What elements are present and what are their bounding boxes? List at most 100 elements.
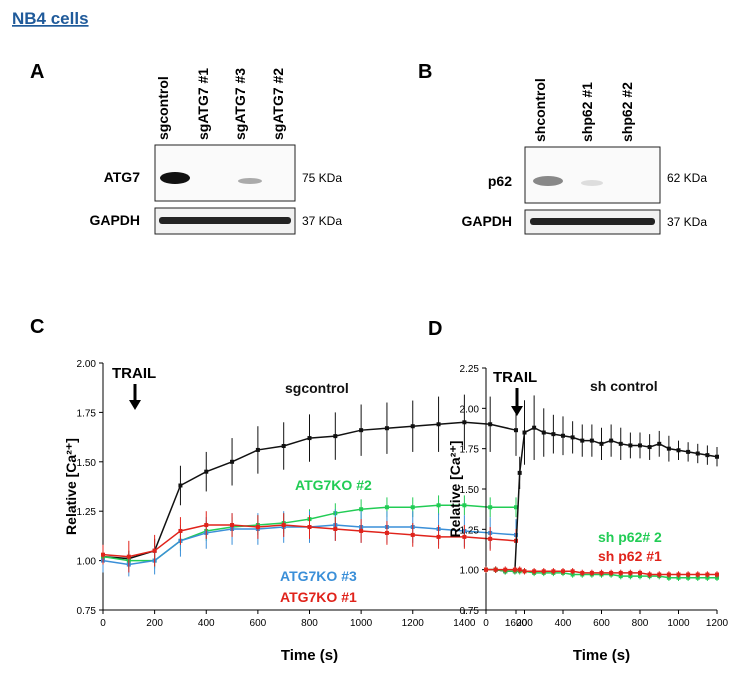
data-point bbox=[580, 570, 585, 575]
x-tick-label: 800 bbox=[301, 618, 318, 629]
data-point bbox=[333, 526, 338, 531]
data-point bbox=[359, 528, 364, 533]
data-point bbox=[532, 569, 537, 574]
x-tick-label: 200 bbox=[516, 618, 533, 629]
data-point bbox=[514, 505, 518, 510]
data-point bbox=[462, 534, 467, 539]
data-point bbox=[551, 569, 556, 574]
data-point bbox=[178, 528, 183, 533]
data-point bbox=[570, 435, 575, 440]
data-point bbox=[204, 469, 209, 474]
lane-label: sgATG7 #1 bbox=[195, 68, 211, 140]
x-tick-label: 800 bbox=[632, 618, 649, 629]
data-point bbox=[230, 459, 235, 464]
data-point bbox=[638, 443, 642, 448]
protein-label: GAPDH bbox=[461, 213, 512, 229]
lane-label: sgcontrol bbox=[155, 76, 171, 140]
data-point bbox=[618, 441, 623, 446]
data-point bbox=[517, 470, 522, 475]
y-tick-label: 1.50 bbox=[77, 458, 97, 469]
data-point bbox=[647, 445, 652, 450]
panel-label: B bbox=[418, 61, 432, 83]
data-point bbox=[517, 567, 522, 572]
panel-label: D bbox=[428, 318, 442, 340]
data-point bbox=[561, 433, 565, 438]
x-tick-label: 1400 bbox=[453, 618, 476, 629]
protein-label: GAPDH bbox=[89, 212, 140, 228]
data-point bbox=[410, 532, 415, 537]
protein-label: ATG7 bbox=[104, 169, 141, 185]
y-tick-label: 1.50 bbox=[460, 485, 480, 496]
data-point bbox=[570, 569, 575, 574]
data-point bbox=[255, 447, 260, 452]
data-point bbox=[715, 454, 719, 459]
data-point bbox=[126, 554, 131, 559]
blot-frame bbox=[524, 146, 661, 204]
series-label: sh p62 #1 bbox=[598, 548, 662, 564]
x-tick-label: 600 bbox=[593, 618, 610, 629]
size-label: 37 KDa bbox=[302, 214, 342, 228]
data-point bbox=[599, 570, 604, 575]
data-point bbox=[705, 572, 710, 577]
x-tick-label: 600 bbox=[250, 618, 267, 629]
data-point bbox=[589, 438, 594, 443]
data-point bbox=[715, 572, 719, 577]
y-tick-label: 2.00 bbox=[460, 404, 480, 415]
lane-label: shp62 #2 bbox=[619, 82, 635, 142]
data-point bbox=[580, 438, 585, 443]
data-point bbox=[281, 443, 286, 448]
arrow-head bbox=[511, 406, 523, 416]
x-tick-label: 200 bbox=[146, 618, 163, 629]
data-point bbox=[609, 570, 614, 575]
x-tick-label: 400 bbox=[555, 618, 572, 629]
panel-label: A bbox=[30, 61, 44, 83]
data-point bbox=[359, 507, 364, 512]
data-point bbox=[532, 425, 537, 430]
y-tick-label: 1.00 bbox=[77, 557, 97, 568]
x-tick-label: 0 bbox=[483, 618, 489, 629]
series-label: ATG7KO #3 bbox=[280, 568, 357, 584]
y-tick-label: 2.25 bbox=[460, 364, 480, 375]
lane-label: sgATG7 #2 bbox=[270, 68, 286, 140]
data-point bbox=[686, 449, 691, 454]
blot-band bbox=[159, 217, 291, 224]
data-point bbox=[657, 441, 662, 446]
data-point bbox=[384, 505, 389, 510]
data-point bbox=[551, 432, 556, 437]
data-point bbox=[204, 523, 209, 528]
x-axis-label: Time (s) bbox=[573, 647, 630, 664]
data-point bbox=[676, 572, 681, 577]
x-tick-label: 1000 bbox=[350, 618, 373, 629]
data-point bbox=[686, 572, 691, 577]
y-tick-label: 1.25 bbox=[77, 507, 97, 518]
x-axis-label: Time (s) bbox=[281, 647, 338, 664]
data-point bbox=[484, 567, 488, 572]
data-point bbox=[695, 572, 700, 577]
data-point bbox=[488, 422, 493, 427]
data-point bbox=[647, 572, 652, 577]
lane-label: shcontrol bbox=[532, 78, 548, 142]
data-point bbox=[609, 438, 614, 443]
data-point bbox=[657, 572, 662, 577]
data-point bbox=[281, 523, 286, 528]
data-point bbox=[384, 530, 389, 535]
data-point bbox=[503, 567, 508, 572]
size-label: 37 KDa bbox=[667, 215, 707, 229]
series-label: ATG7KO #2 bbox=[295, 477, 372, 493]
x-tick-label: 1200 bbox=[706, 618, 729, 629]
x-tick-label: 1600 bbox=[505, 618, 528, 629]
data-point bbox=[512, 567, 517, 572]
data-point bbox=[628, 443, 633, 448]
data-point bbox=[436, 534, 441, 539]
data-point bbox=[307, 525, 312, 530]
data-point bbox=[541, 569, 546, 574]
blot-band bbox=[238, 178, 262, 184]
data-point bbox=[676, 448, 681, 453]
data-point bbox=[599, 441, 604, 446]
data-point bbox=[695, 451, 700, 456]
figure-title: NB4 cells bbox=[12, 9, 89, 28]
arrow-head bbox=[129, 400, 141, 410]
data-point bbox=[178, 483, 183, 488]
y-tick-label: 1.00 bbox=[460, 566, 480, 577]
